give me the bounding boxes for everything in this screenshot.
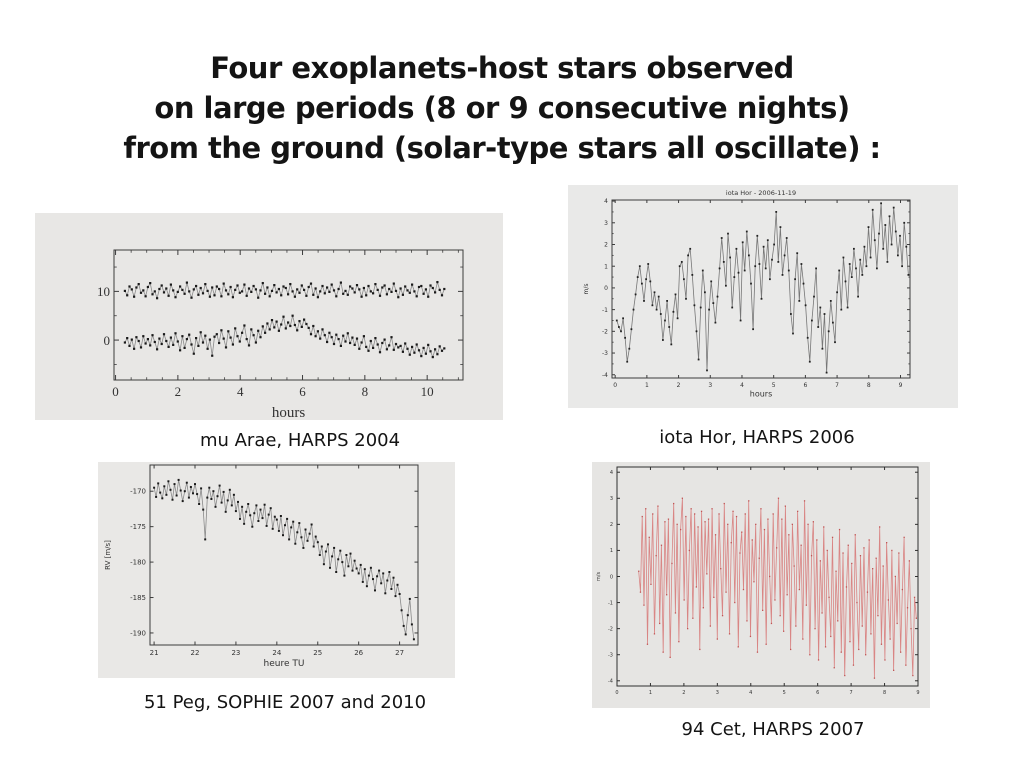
svg-text:21: 21 bbox=[150, 649, 159, 657]
svg-text:1: 1 bbox=[645, 382, 649, 389]
svg-text:-4: -4 bbox=[602, 372, 608, 379]
svg-text:0: 0 bbox=[604, 285, 608, 292]
svg-text:-175: -175 bbox=[130, 523, 146, 531]
svg-text:1: 1 bbox=[649, 690, 652, 696]
svg-text:4: 4 bbox=[604, 198, 608, 205]
svg-text:4: 4 bbox=[740, 382, 744, 389]
svg-text:3: 3 bbox=[716, 690, 719, 696]
svg-text:24: 24 bbox=[272, 649, 281, 657]
svg-text:hours: hours bbox=[750, 390, 773, 399]
page-title: Four exoplanets-host stars observed on l… bbox=[123, 51, 881, 165]
svg-text:5: 5 bbox=[772, 382, 776, 389]
svg-text:-3: -3 bbox=[608, 653, 613, 659]
svg-text:0: 0 bbox=[615, 690, 618, 696]
svg-text:9: 9 bbox=[916, 690, 919, 696]
svg-text:0: 0 bbox=[613, 382, 617, 389]
svg-text:0: 0 bbox=[104, 333, 111, 348]
svg-text:iota Hor - 2006-11-19: iota Hor - 2006-11-19 bbox=[726, 189, 796, 197]
svg-text:26: 26 bbox=[354, 649, 363, 657]
svg-text:2: 2 bbox=[677, 382, 681, 389]
svg-text:-2: -2 bbox=[608, 626, 613, 632]
svg-text:3: 3 bbox=[604, 220, 608, 227]
svg-text:3: 3 bbox=[610, 496, 613, 502]
svg-text:hours: hours bbox=[272, 405, 305, 420]
svg-text:heure TU: heure TU bbox=[264, 659, 305, 669]
svg-text:7: 7 bbox=[850, 690, 853, 696]
caption-iota-hor: iota Hor, HARPS 2006 bbox=[659, 427, 855, 448]
caption-51-peg: 51 Peg, SOPHIE 2007 and 2010 bbox=[143, 692, 427, 713]
caption-94-cet: 94 Cet, HARPS 2007 bbox=[681, 719, 865, 740]
svg-text:-170: -170 bbox=[130, 488, 146, 496]
peg-51-plot: 21 22 23 24 25 26 27 -190 -185 -180 -175 -170 heure … bbox=[104, 464, 419, 669]
svg-text:25: 25 bbox=[313, 649, 322, 657]
svg-text:10: 10 bbox=[421, 384, 434, 399]
iota-hor-plot: 0 1 2 3 4 5 6 7 8 9 -4 -3 -2 -1 0 1 2 3 4 iota Hor - 2006-1… bbox=[583, 189, 911, 399]
svg-text:-4: -4 bbox=[608, 679, 613, 685]
svg-text:0: 0 bbox=[610, 574, 613, 580]
svg-text:2: 2 bbox=[610, 522, 613, 528]
svg-text:RV [m/s]: RV [m/s] bbox=[104, 540, 112, 570]
cet-94-plot: 0 1 2 3 4 5 6 7 8 9 -4 -3 -2 -1 0 1 2 3 4 m/s bbox=[596, 466, 920, 696]
svg-text:8: 8 bbox=[867, 382, 871, 389]
figure-51-peg: 21 22 23 24 25 26 27 -190 -185 -180 -175 -170 heure … bbox=[98, 462, 455, 678]
svg-text:-2: -2 bbox=[602, 328, 608, 335]
caption-mu-arae: mu Arae, HARPS 2004 bbox=[199, 430, 401, 451]
svg-text:27: 27 bbox=[395, 649, 404, 657]
svg-text:m/s: m/s bbox=[583, 284, 590, 295]
svg-text:4: 4 bbox=[237, 384, 244, 399]
svg-text:8: 8 bbox=[362, 384, 369, 399]
svg-text:9: 9 bbox=[899, 382, 903, 389]
svg-text:-190: -190 bbox=[130, 629, 146, 637]
svg-text:4: 4 bbox=[749, 690, 752, 696]
svg-text:8: 8 bbox=[883, 690, 886, 696]
svg-text:-1: -1 bbox=[602, 307, 608, 314]
svg-text:1: 1 bbox=[610, 548, 613, 554]
svg-text:-3: -3 bbox=[602, 350, 608, 357]
svg-text:2: 2 bbox=[604, 242, 608, 249]
mu-arae-plot: 0 2 4 6 8 10 0 10 hours bbox=[97, 249, 464, 420]
svg-text:7: 7 bbox=[835, 382, 839, 389]
svg-text:5: 5 bbox=[783, 690, 786, 696]
svg-text:6: 6 bbox=[299, 384, 306, 399]
svg-text:6: 6 bbox=[803, 382, 807, 389]
svg-text:0: 0 bbox=[112, 384, 119, 399]
svg-text:22: 22 bbox=[191, 649, 200, 657]
figure-94-cet: 0 1 2 3 4 5 6 7 8 9 -4 -3 -2 -1 0 1 2 3 4 m/s bbox=[592, 462, 930, 708]
svg-text:2: 2 bbox=[175, 384, 182, 399]
svg-text:-180: -180 bbox=[130, 559, 146, 567]
svg-text:4: 4 bbox=[610, 470, 613, 476]
svg-text:m/s: m/s bbox=[596, 572, 602, 582]
svg-text:2: 2 bbox=[682, 690, 685, 696]
svg-text:6: 6 bbox=[816, 690, 819, 696]
figure-iota-hor: 0 1 2 3 4 5 6 7 8 9 -4 -3 -2 -1 0 1 2 3 4 iota Hor - 2006-1… bbox=[568, 185, 958, 408]
svg-text:10: 10 bbox=[97, 284, 110, 299]
svg-text:1: 1 bbox=[604, 263, 608, 270]
svg-text:23: 23 bbox=[231, 649, 240, 657]
svg-text:-185: -185 bbox=[130, 594, 146, 602]
svg-text:-1: -1 bbox=[608, 600, 613, 606]
figure-mu-arae: 0 2 4 6 8 10 0 10 hours bbox=[35, 213, 503, 420]
svg-text:3: 3 bbox=[708, 382, 712, 389]
